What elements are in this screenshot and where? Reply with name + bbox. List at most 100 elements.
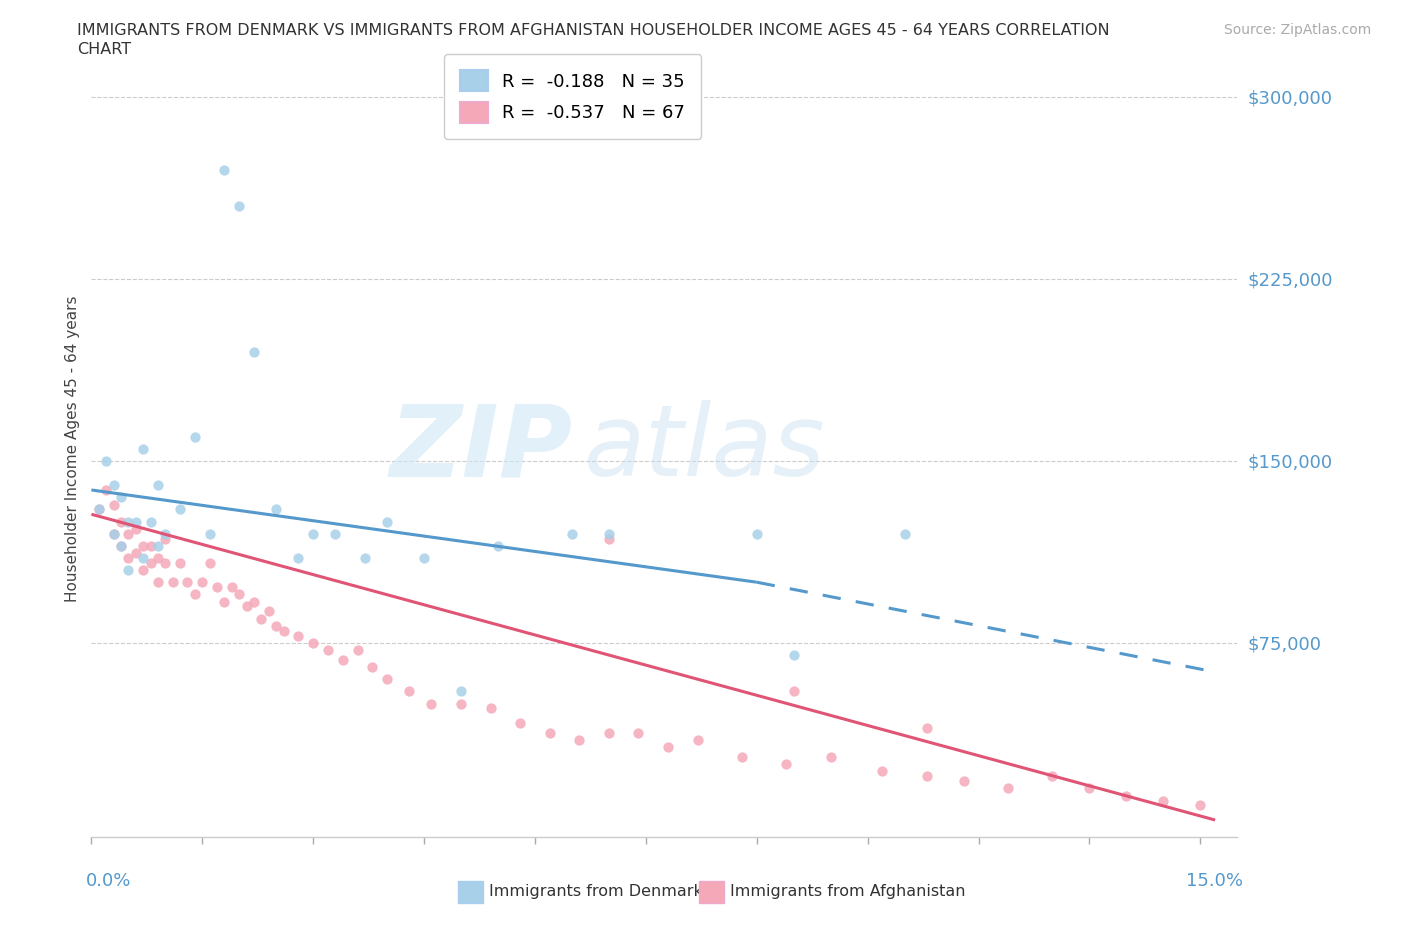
Point	[915, 721, 938, 736]
Bar	[458, 882, 484, 903]
Point	[657, 739, 679, 754]
Point	[110, 538, 132, 553]
Point	[420, 696, 443, 711]
Point	[250, 611, 273, 626]
Point	[450, 684, 472, 698]
Point	[915, 769, 938, 784]
Text: Source: ZipAtlas.com: Source: ZipAtlas.com	[1223, 23, 1371, 37]
Point	[783, 684, 806, 698]
Point	[1078, 781, 1101, 796]
Text: CHART: CHART	[77, 42, 131, 57]
Y-axis label: Householder Income Ages 45 - 64 years: Householder Income Ages 45 - 64 years	[65, 296, 80, 602]
Point	[87, 502, 110, 517]
Point	[243, 344, 266, 359]
Point	[538, 725, 561, 740]
Point	[235, 599, 257, 614]
Point	[598, 725, 620, 740]
Point	[997, 781, 1019, 796]
Point	[273, 623, 295, 638]
Point	[162, 575, 184, 590]
Point	[686, 733, 709, 748]
Point	[132, 563, 155, 578]
Point	[287, 628, 309, 643]
Point	[191, 575, 214, 590]
Point	[198, 526, 221, 541]
Point	[117, 551, 139, 565]
Point	[731, 750, 754, 764]
Point	[96, 454, 118, 469]
Point	[450, 696, 472, 711]
Point	[375, 671, 398, 686]
Point	[110, 514, 132, 529]
Point	[214, 162, 236, 177]
Point	[205, 579, 228, 594]
Point	[146, 575, 169, 590]
Point	[155, 531, 177, 546]
Point	[214, 594, 236, 609]
Point	[169, 502, 191, 517]
Point	[96, 483, 118, 498]
Point	[117, 526, 139, 541]
Point	[820, 750, 842, 764]
Point	[155, 555, 177, 570]
Point	[264, 618, 287, 633]
Point	[361, 659, 384, 674]
Point	[952, 774, 974, 789]
Point	[110, 490, 132, 505]
Point	[479, 701, 502, 716]
Point	[198, 555, 221, 570]
Point	[598, 531, 620, 546]
Point	[745, 526, 768, 541]
Text: Immigrants from Afghanistan: Immigrants from Afghanistan	[730, 884, 965, 899]
Text: 15.0%: 15.0%	[1187, 872, 1243, 890]
Point	[568, 733, 591, 748]
Point	[146, 478, 169, 493]
Point	[103, 526, 125, 541]
Point	[125, 522, 148, 537]
Point	[316, 643, 339, 658]
Point	[169, 555, 191, 570]
Point	[598, 526, 620, 541]
Point	[228, 587, 250, 602]
Point	[132, 442, 155, 457]
Point	[87, 502, 110, 517]
Point	[486, 538, 509, 553]
Point	[139, 555, 162, 570]
Point	[302, 635, 325, 650]
Point	[332, 653, 354, 668]
Point	[783, 647, 806, 662]
Point	[155, 526, 177, 541]
Point	[125, 546, 148, 561]
Point	[125, 514, 148, 529]
Point	[103, 526, 125, 541]
Text: atlas: atlas	[583, 400, 825, 498]
Point	[561, 526, 583, 541]
Point	[117, 514, 139, 529]
Point	[257, 604, 280, 618]
Text: ZIP: ZIP	[389, 400, 572, 498]
Point	[287, 551, 309, 565]
Point	[110, 538, 132, 553]
Point	[103, 498, 125, 512]
Point	[132, 538, 155, 553]
Point	[132, 551, 155, 565]
Text: 0.0%: 0.0%	[86, 872, 131, 890]
Point	[139, 514, 162, 529]
Point	[221, 579, 243, 594]
Point	[184, 429, 207, 444]
Point	[243, 594, 266, 609]
Point	[302, 526, 325, 541]
Point	[872, 764, 894, 779]
Point	[184, 587, 207, 602]
Point	[139, 538, 162, 553]
Legend: R =  -0.188   N = 35, R =  -0.537   N = 67: R = -0.188 N = 35, R = -0.537 N = 67	[444, 54, 702, 139]
Point	[509, 715, 531, 730]
Point	[893, 526, 915, 541]
Point	[264, 502, 287, 517]
Point	[228, 199, 250, 214]
Point	[354, 551, 377, 565]
Point	[1189, 798, 1212, 813]
Point	[117, 563, 139, 578]
Point	[176, 575, 198, 590]
Point	[346, 643, 368, 658]
